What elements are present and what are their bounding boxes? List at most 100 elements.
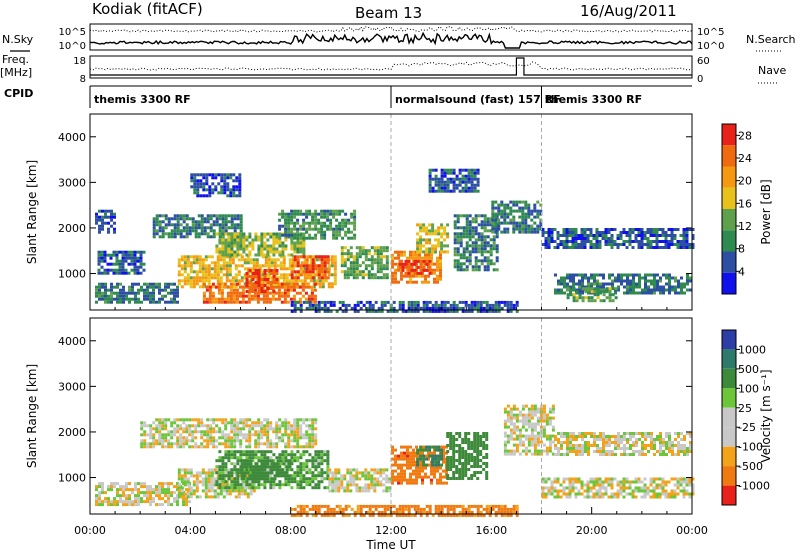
heatmap-cell (419, 259, 423, 263)
heatmap-cell (436, 466, 439, 470)
heatmap-cell (338, 227, 342, 231)
heatmap-cell (302, 224, 306, 228)
heatmap-cell (278, 439, 282, 443)
heatmap-cell (305, 424, 309, 428)
heatmap-cell (155, 488, 158, 492)
heatmap-cell (458, 462, 462, 465)
heatmap-cell (289, 297, 293, 301)
heatmap-cell (431, 168, 435, 172)
heatmap-cell (497, 306, 501, 310)
heatmap-cell (394, 460, 397, 464)
heatmap-cell (299, 209, 303, 213)
heatmap-cell (373, 273, 377, 277)
heatmap-cell (232, 291, 236, 295)
heatmap-cell (128, 488, 131, 492)
heatmap-cell (442, 460, 445, 464)
heatmap-cell (191, 439, 195, 443)
heatmap-cell (410, 265, 414, 269)
heatmap-cell (176, 485, 179, 489)
heatmap-cell (571, 246, 575, 249)
heatmap-cell (296, 300, 300, 304)
heatmap-cell (602, 276, 605, 280)
heatmap-cell (215, 471, 219, 475)
heatmap-cell (440, 300, 444, 304)
heatmap-cell (199, 173, 203, 177)
heatmap-cell (272, 281, 276, 284)
heatmap-cell (275, 250, 279, 254)
heatmap-cell (269, 244, 273, 248)
heatmap-cell (243, 459, 247, 463)
heatmap-cell (556, 243, 560, 246)
heatmap-cell (566, 285, 569, 289)
heatmap-cell (470, 168, 474, 172)
heatmap-cell (290, 427, 294, 431)
heatmap-cell (436, 265, 439, 269)
heatmap-cell (449, 477, 453, 480)
heatmap-cell (439, 475, 442, 479)
heatmap-cell (674, 276, 677, 280)
heatmap-cell (269, 474, 273, 478)
heatmap-cell (650, 282, 653, 286)
heatmap-cell (440, 171, 444, 175)
heatmap-cell (305, 477, 309, 481)
heatmap-cell (464, 468, 468, 471)
heatmap-cell (424, 253, 427, 257)
heatmap-cell (272, 272, 276, 275)
heatmap-cell (278, 483, 282, 487)
heatmap-cell (298, 285, 302, 289)
heatmap-cell (230, 442, 234, 446)
heatmap-cell (592, 234, 596, 237)
heatmap-cell (155, 214, 159, 218)
heatmap-cell (235, 282, 239, 286)
heatmap-cell (152, 232, 156, 236)
heatmap-cell (176, 497, 179, 501)
heatmap-cell (192, 276, 196, 280)
heatmap-cell (449, 459, 453, 462)
heatmap-cell (308, 439, 312, 443)
heatmap-cell (245, 468, 249, 472)
heatmap-cell (656, 288, 659, 292)
heatmap-cell (281, 483, 285, 487)
heatmap-cell (367, 471, 371, 475)
heatmap-cell (223, 179, 227, 183)
heatmap-cell (416, 303, 420, 307)
heatmap-cell (240, 492, 244, 496)
heatmap-cell (254, 269, 258, 272)
heatmap-cell (361, 276, 365, 280)
heatmap-cell (257, 247, 261, 251)
heatmap-cell (269, 486, 273, 490)
heatmap-cell (195, 480, 199, 484)
heatmap-cell (434, 183, 438, 187)
heatmap-cell (343, 276, 347, 280)
heatmap-cell (101, 218, 104, 222)
heatmap-cell (213, 264, 217, 268)
heatmap-cell (445, 451, 448, 455)
heatmap-cell (230, 226, 234, 230)
heatmap-cell (506, 230, 510, 234)
heatmap-cell (459, 241, 463, 245)
heatmap-cell (189, 474, 193, 478)
heatmap-cell (328, 489, 332, 493)
heatmap-cell (127, 250, 131, 254)
heatmap-cell (189, 495, 193, 499)
heatmap-cell (333, 255, 337, 259)
heatmap-cell (631, 246, 635, 249)
heatmap-cell (228, 279, 232, 283)
heatmap-cell (397, 463, 400, 467)
heatmap-cell (185, 497, 188, 501)
heatmap-cell (317, 300, 321, 304)
heatmap-cell (419, 247, 423, 251)
heatmap-cell (140, 500, 143, 504)
heatmap-cell (271, 291, 275, 295)
heatmap-cell (191, 445, 195, 449)
heatmap-cell (674, 285, 677, 289)
heatmap-cell (317, 227, 321, 231)
heatmap-cell (536, 227, 540, 231)
heatmap-cell (668, 276, 671, 280)
heatmap-cell (221, 480, 225, 484)
heatmap-cell (209, 217, 213, 221)
colorbar-swatch (722, 272, 736, 295)
heatmap-cell (158, 300, 161, 304)
heatmap-cell (101, 503, 104, 507)
heatmap-cell (293, 445, 297, 449)
